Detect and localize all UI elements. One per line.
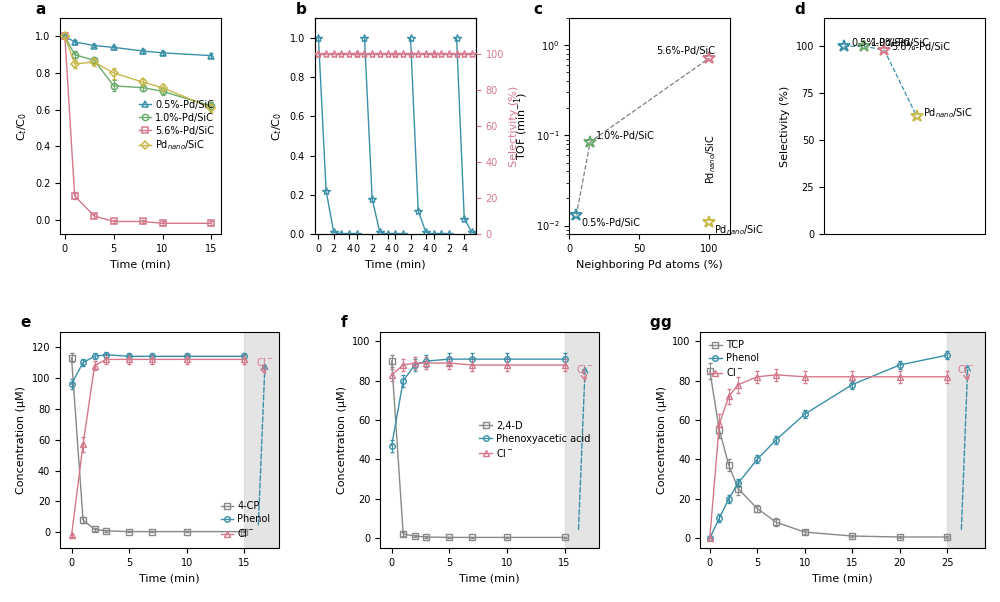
Text: b: b [295,2,306,17]
Text: Cl$^-$: Cl$^-$ [576,363,594,375]
Text: a: a [36,2,46,17]
Text: c: c [534,2,543,17]
Y-axis label: Selectivity (%): Selectivity (%) [780,85,790,167]
Bar [947,332,985,548]
Legend: 0.5%-Pd/SiC, 1.0%-Pd/SiC, 5.6%-Pd/SiC, Pd$_{nano}$/SiC: 0.5%-Pd/SiC, 1.0%-Pd/SiC, 5.6%-Pd/SiC, P… [137,98,216,154]
Legend: 4-CP, Phenol, Cl$^-$: 4-CP, Phenol, Cl$^-$ [217,497,274,543]
Text: 1.0%-Pd/SiC: 1.0%-Pd/SiC [871,39,930,48]
Text: 1.0%-Pd/SiC: 1.0%-Pd/SiC [596,131,655,141]
Text: Pd$_{nano}$/SiC: Pd$_{nano}$/SiC [714,223,763,237]
X-axis label: Neighboring Pd atoms (%): Neighboring Pd atoms (%) [576,259,723,270]
Legend: TCP, Phenol, Cl$^-$: TCP, Phenol, Cl$^-$ [705,337,763,382]
Text: 0.5%-Pd/SiC: 0.5%-Pd/SiC [582,219,641,228]
Bar [244,332,279,548]
Text: e: e [21,315,31,330]
Y-axis label: TOF (min$^{-1}$): TOF (min$^{-1}$) [513,92,530,160]
Text: Cl$^-$: Cl$^-$ [256,356,274,368]
Text: d: d [795,2,806,17]
Y-axis label: Concentration (μM): Concentration (μM) [337,386,347,494]
X-axis label: Time (min): Time (min) [365,259,426,270]
X-axis label: Time (min): Time (min) [459,573,520,583]
Text: 0.5%-Pd/SiC: 0.5%-Pd/SiC [851,39,910,48]
X-axis label: Time (min): Time (min) [139,573,200,583]
Y-axis label: Selectivity (%): Selectivity (%) [509,85,519,167]
Y-axis label: C$_t$/C$_0$: C$_t$/C$_0$ [16,111,29,141]
Bar [565,332,599,548]
Text: f: f [341,315,347,330]
Y-axis label: C$_t$/C$_0$: C$_t$/C$_0$ [270,111,284,141]
Text: Pd$_{nano}$/SiC: Pd$_{nano}$/SiC [923,106,973,120]
X-axis label: Time (min): Time (min) [812,573,873,583]
Y-axis label: Concentration (μM): Concentration (μM) [16,386,26,494]
Y-axis label: Concentration (μM): Concentration (μM) [657,386,667,494]
Text: Cl$^-$: Cl$^-$ [957,363,974,375]
Text: g: g [649,315,660,330]
Text: 5.6%-Pd/SiC: 5.6%-Pd/SiC [657,46,716,56]
Text: 5.6%-Pd/SiC: 5.6%-Pd/SiC [891,42,950,52]
Legend: 2,4-D, Phenoxyacetic acid, Cl$^-$: 2,4-D, Phenoxyacetic acid, Cl$^-$ [476,417,594,462]
Text: g: g [660,315,671,330]
X-axis label: Time (min): Time (min) [110,259,171,270]
Text: Pd$_{nano}$/SiC: Pd$_{nano}$/SiC [704,134,718,184]
